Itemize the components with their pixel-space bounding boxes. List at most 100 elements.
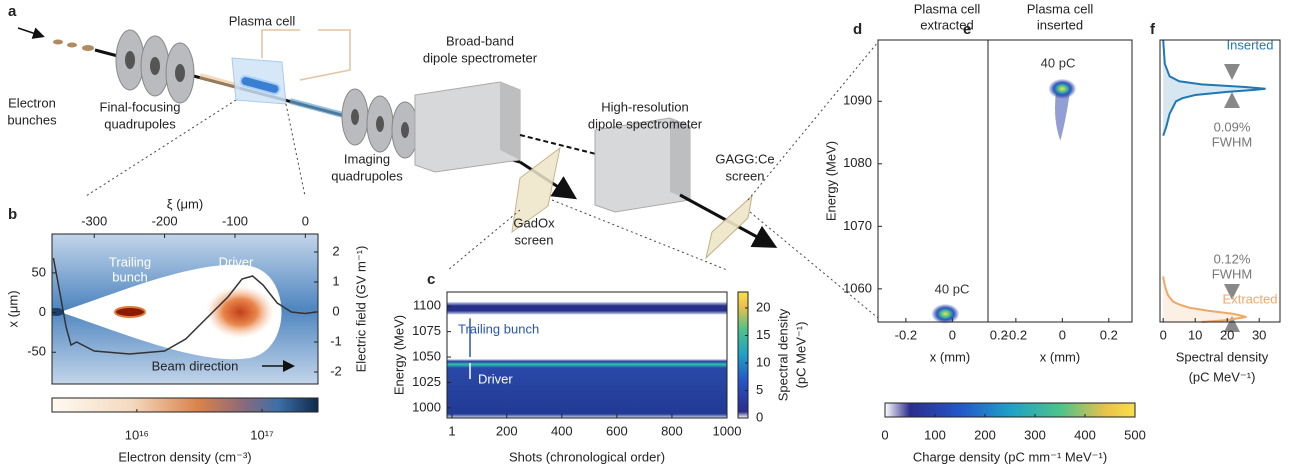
- component-label: High-resolution: [601, 99, 688, 114]
- annotation: 0.09%: [1214, 119, 1251, 134]
- colorbar-tick-label: 300: [1024, 427, 1046, 442]
- band-label: Trailing bunch: [458, 321, 539, 336]
- component-label: quadrupoles: [331, 168, 403, 183]
- y-tick-label: 1070: [843, 218, 872, 233]
- annotation: bunch: [112, 269, 147, 284]
- x-axis-label: Shots (chronological order): [509, 449, 665, 464]
- x-tick-label: 20: [1220, 327, 1234, 342]
- y-tick-label: 1090: [843, 93, 872, 108]
- colorbar-tick-label: 0: [881, 427, 888, 442]
- component-label: dipole spectrometer: [423, 50, 538, 65]
- x-tick-label: 1: [448, 423, 455, 438]
- x-tick-label: -100: [222, 213, 248, 228]
- y-tick-label: -50: [27, 344, 46, 359]
- x-tick-label: 0: [1059, 327, 1066, 342]
- colorbar-label: Spectral density: [775, 308, 790, 401]
- panel-label: f: [1150, 21, 1156, 38]
- y2-tick-label: -1: [330, 333, 342, 348]
- annotation: Beam direction: [152, 358, 239, 373]
- component-label: bunches: [7, 112, 57, 127]
- legend-label: Extracted: [1223, 291, 1278, 306]
- colorbar-tick-label: 5: [756, 382, 763, 397]
- spot-tail: [1054, 88, 1071, 141]
- x-tick-label: -0.2: [1005, 327, 1027, 342]
- x-tick-label: -300: [81, 213, 107, 228]
- colorbar: [51, 397, 319, 413]
- component-label: quadrupoles: [104, 116, 176, 131]
- x-axis-label: Spectral density: [1176, 349, 1269, 364]
- plot-frame: [987, 39, 1133, 323]
- component-label: Broad-band: [446, 33, 514, 48]
- colorbar-tick-label: 20: [756, 299, 770, 314]
- x-tick-label: -0.2: [895, 327, 917, 342]
- series-line: [52, 257, 317, 355]
- panel-title: extracted: [920, 17, 973, 32]
- panel-title: Plasma cell: [914, 1, 981, 16]
- x-tick-label: 10: [1188, 327, 1202, 342]
- component-label: Final-focusing: [100, 99, 181, 114]
- colorbar-tick-label: 10¹⁶: [125, 427, 149, 442]
- colorbar-tick-label: 0: [756, 409, 763, 424]
- x-tick-label: 0.2: [990, 327, 1008, 342]
- y-tick-label: 1075: [412, 323, 441, 338]
- component-label: GadOx: [513, 215, 555, 230]
- component-label: Imaging: [344, 151, 390, 166]
- plot-frame: [446, 291, 728, 419]
- x-tick-label: 800: [661, 423, 683, 438]
- colorbar-tick-label: 100: [924, 427, 946, 442]
- y2-tick-label: -2: [330, 363, 342, 378]
- colorbar-label: (pC MeV⁻¹): [793, 322, 808, 389]
- y-tick-label: 0: [39, 304, 46, 319]
- y-tick-label: 1060: [843, 280, 872, 295]
- colorbar-tick-label: 400: [1074, 427, 1096, 442]
- y-axis-label: x (μm): [5, 290, 20, 327]
- panel-label: c: [427, 271, 435, 288]
- series-line: [1162, 276, 1247, 323]
- y-tick-label: 1100: [413, 298, 441, 313]
- component-label: screen: [725, 168, 764, 183]
- y-tick-label: 1000: [412, 399, 441, 414]
- x-axis-label: x (mm): [930, 349, 970, 364]
- x-tick-label: 600: [606, 423, 628, 438]
- colorbar-tick-label: 10¹⁷: [250, 427, 274, 442]
- plot-frame: [51, 233, 319, 385]
- x-tick-label: 1000: [713, 423, 742, 438]
- annotation: 40 pC: [1041, 55, 1076, 70]
- panel-label: a: [8, 3, 17, 20]
- annotation: FWHM: [1212, 266, 1252, 281]
- beamline-schematic: [17, 27, 879, 319]
- annotation: 40 pC: [935, 281, 970, 296]
- annotation: Trailing: [109, 254, 151, 269]
- component-label: dipole spectrometer: [588, 116, 703, 131]
- colorbar-label: Electron density (cm⁻³): [118, 449, 251, 464]
- series-area: [1163, 40, 1266, 136]
- panel-title: inserted: [1037, 17, 1083, 32]
- component-label: GAGG:Ce: [715, 151, 774, 166]
- colorbar-tick-label: 500: [1124, 427, 1146, 442]
- series-line: [1162, 39, 1266, 137]
- annotation: FWHM: [1212, 134, 1252, 149]
- colorbar: [737, 291, 749, 419]
- x-tick-label: 30: [1252, 327, 1266, 342]
- y-tick-label: 50: [32, 264, 46, 279]
- x-tick-label: 0: [302, 213, 309, 228]
- y-axis-label: Energy (MeV): [391, 315, 406, 395]
- spot: [931, 303, 960, 324]
- spot: [1048, 78, 1077, 99]
- colorbar-tick-label: 200: [974, 427, 996, 442]
- component-label: Electron: [8, 95, 56, 110]
- series-area: [1163, 276, 1247, 322]
- component-label: Plasma cell: [229, 13, 296, 28]
- x-tick-label: 0: [1160, 327, 1167, 342]
- panel-title: Plasma cell: [1027, 1, 1094, 16]
- x-axis-label: ξ (μm): [167, 196, 203, 211]
- band-label: Driver: [478, 371, 513, 386]
- density-map: [52, 234, 318, 384]
- y-tick-label: 1080: [843, 155, 872, 170]
- colorbar: [884, 402, 1136, 418]
- y2-axis-label: Electric field (GV m⁻¹): [353, 246, 368, 373]
- x-tick-label: 0.2: [1100, 327, 1118, 342]
- component-label: screen: [514, 232, 553, 247]
- colorbar-label: Charge density (pC mm⁻¹ MeV⁻¹): [913, 449, 1107, 464]
- annotation: Driver: [219, 254, 254, 269]
